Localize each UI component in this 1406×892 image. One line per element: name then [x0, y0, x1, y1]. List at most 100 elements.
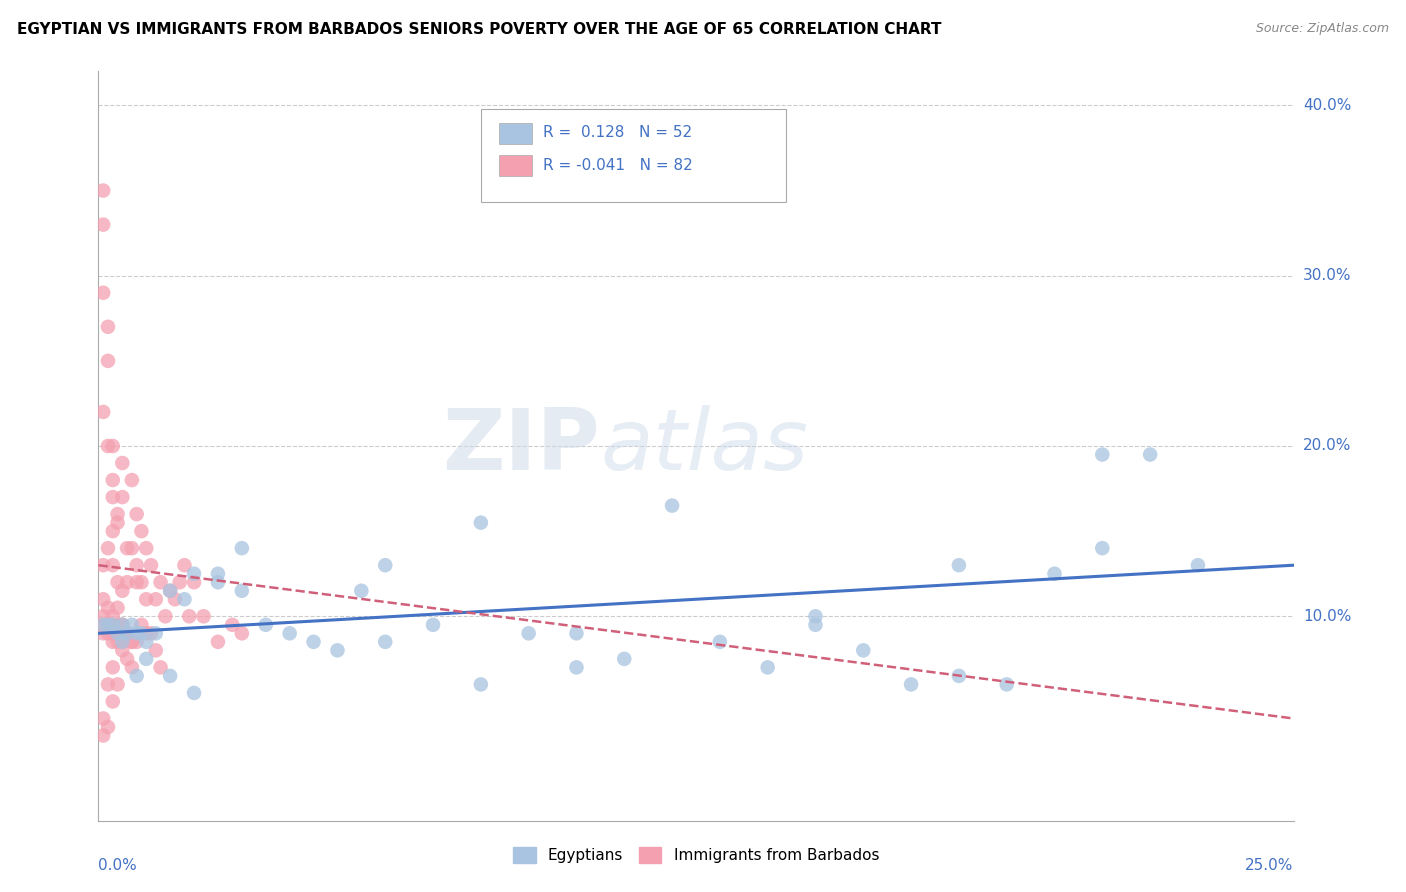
Point: [145, 592, 167, 607]
Point: [221, 617, 243, 632]
Point: [254, 617, 277, 632]
Point: [91, 558, 114, 573]
Point: [125, 635, 148, 649]
Point: [101, 473, 124, 487]
Point: [163, 592, 186, 607]
Point: [131, 617, 153, 632]
Point: [183, 566, 205, 581]
Text: ZIP: ZIP: [443, 404, 600, 488]
Point: [159, 669, 181, 683]
Point: [169, 575, 191, 590]
Point: [565, 660, 588, 674]
Point: [149, 575, 172, 590]
Point: [107, 626, 129, 640]
Point: [97, 541, 120, 556]
Text: Source: ZipAtlas.com: Source: ZipAtlas.com: [1256, 22, 1389, 36]
Point: [278, 626, 301, 640]
Point: [97, 617, 120, 632]
Point: [179, 609, 201, 624]
Point: [101, 617, 124, 632]
Legend: Egyptians, Immigrants from Barbados: Egyptians, Immigrants from Barbados: [506, 841, 886, 869]
Text: 25.0%: 25.0%: [1246, 858, 1294, 873]
Point: [804, 617, 827, 632]
Point: [121, 660, 143, 674]
Point: [91, 617, 114, 632]
Point: [115, 626, 138, 640]
Point: [145, 626, 167, 640]
Point: [374, 558, 396, 573]
Point: [804, 609, 827, 624]
Point: [422, 617, 444, 632]
Text: EGYPTIAN VS IMMIGRANTS FROM BARBADOS SENIORS POVERTY OVER THE AGE OF 65 CORRELAT: EGYPTIAN VS IMMIGRANTS FROM BARBADOS SEN…: [17, 22, 942, 37]
Point: [155, 609, 177, 624]
Point: [91, 711, 114, 725]
Point: [183, 686, 205, 700]
Point: [709, 635, 731, 649]
Text: 0.0%: 0.0%: [98, 858, 138, 873]
Point: [111, 617, 134, 632]
Point: [115, 575, 138, 590]
Point: [139, 558, 162, 573]
Point: [350, 583, 373, 598]
Point: [193, 609, 215, 624]
Point: [135, 635, 157, 649]
Text: 10.0%: 10.0%: [1303, 609, 1351, 624]
Point: [131, 575, 153, 590]
Point: [1043, 566, 1066, 581]
Point: [111, 635, 134, 649]
Text: 40.0%: 40.0%: [1303, 98, 1351, 113]
Point: [97, 319, 120, 334]
Point: [111, 643, 134, 657]
Point: [613, 652, 636, 666]
FancyBboxPatch shape: [481, 109, 786, 202]
Point: [107, 677, 129, 691]
Point: [135, 652, 157, 666]
Point: [97, 626, 120, 640]
Point: [111, 583, 134, 598]
Text: 30.0%: 30.0%: [1303, 268, 1351, 283]
Text: R =  0.128   N = 52: R = 0.128 N = 52: [543, 125, 692, 140]
Point: [565, 626, 588, 640]
Point: [125, 626, 148, 640]
Point: [173, 558, 195, 573]
Point: [101, 626, 124, 640]
Point: [91, 617, 114, 632]
Point: [207, 575, 229, 590]
Point: [111, 490, 134, 504]
Point: [121, 541, 143, 556]
Point: [101, 635, 124, 649]
Point: [97, 354, 120, 368]
Point: [149, 660, 172, 674]
Point: [101, 558, 124, 573]
Point: [1091, 448, 1114, 462]
Point: [948, 558, 970, 573]
Text: 20.0%: 20.0%: [1303, 439, 1351, 453]
Point: [121, 635, 143, 649]
Point: [97, 617, 120, 632]
Point: [91, 405, 114, 419]
Point: [326, 643, 349, 657]
Point: [207, 635, 229, 649]
Point: [756, 660, 779, 674]
Point: [121, 473, 143, 487]
Point: [159, 583, 181, 598]
Point: [111, 635, 134, 649]
Point: [91, 609, 114, 624]
Point: [91, 729, 114, 743]
Point: [159, 583, 181, 598]
Point: [115, 541, 138, 556]
Point: [131, 524, 153, 538]
Point: [470, 677, 492, 691]
Point: [231, 541, 253, 556]
Point: [101, 617, 124, 632]
Point: [145, 643, 167, 657]
Point: [91, 592, 114, 607]
Point: [1187, 558, 1209, 573]
Point: [125, 507, 148, 521]
Point: [101, 490, 124, 504]
Point: [107, 516, 129, 530]
Point: [107, 626, 129, 640]
Bar: [499, 155, 533, 177]
Point: [97, 677, 120, 691]
Point: [374, 635, 396, 649]
